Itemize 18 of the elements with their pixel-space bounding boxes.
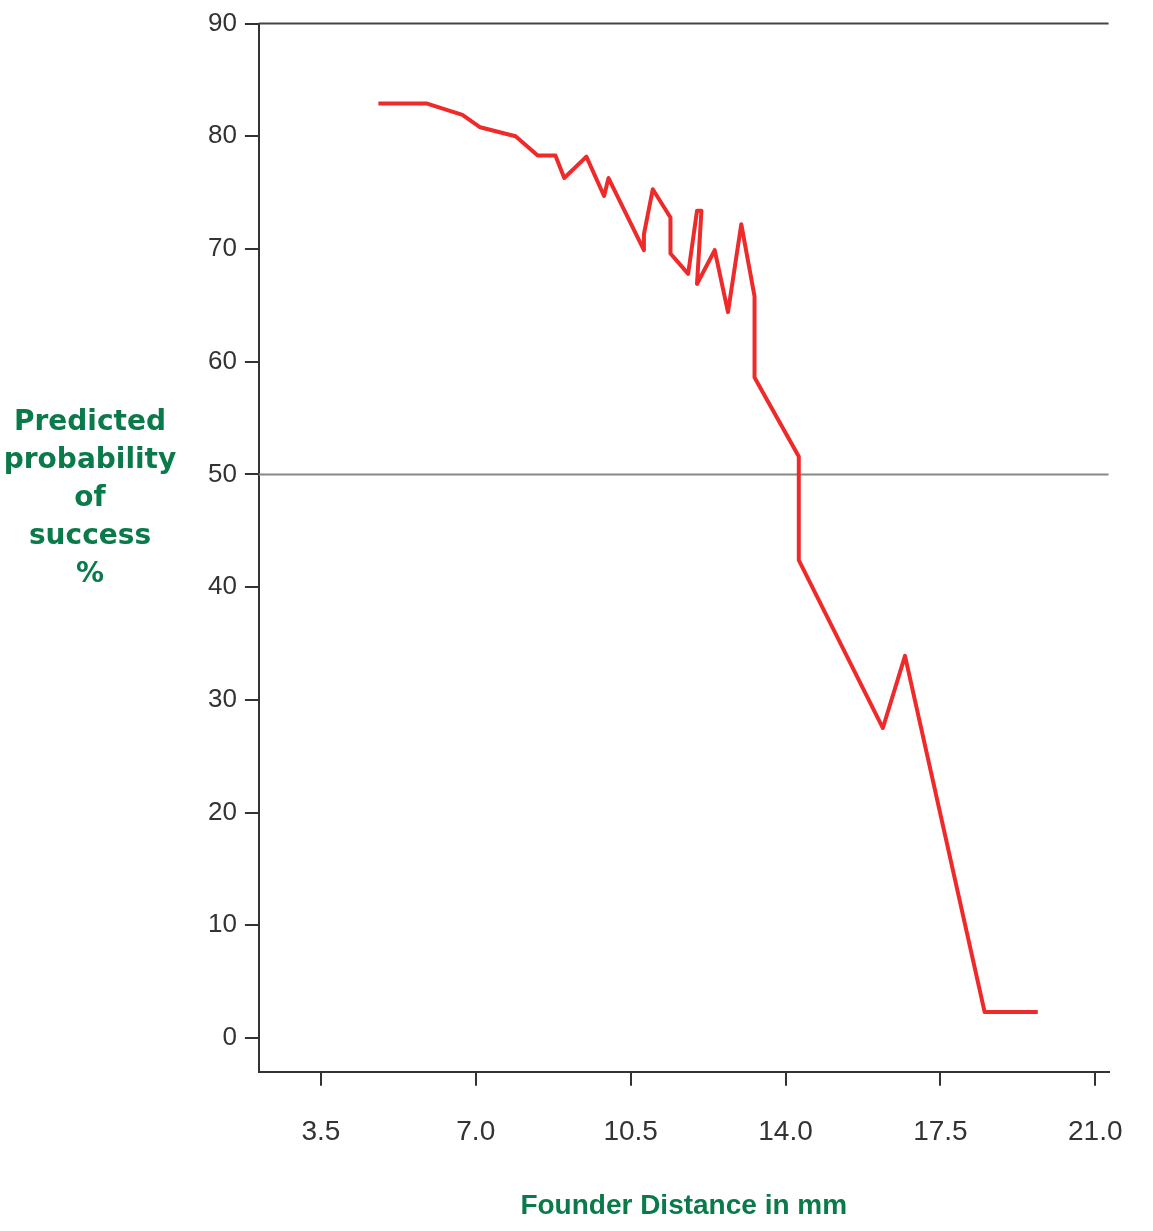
y-tick-label: 40 bbox=[208, 570, 237, 601]
x-axis-title: Founder Distance in mm bbox=[520, 1188, 848, 1220]
y-tick-label: 30 bbox=[208, 683, 237, 714]
y-tick-label: 10 bbox=[208, 908, 237, 939]
x-tick-label: 7.0 bbox=[456, 1115, 496, 1147]
x-tick-label: 21.0 bbox=[1068, 1115, 1123, 1147]
y-tick-label: 60 bbox=[208, 344, 237, 375]
y-tick-label: 0 bbox=[222, 1021, 237, 1052]
y-tick-label: 90 bbox=[208, 6, 237, 37]
x-tick-label: 3.5 bbox=[301, 1115, 341, 1147]
x-tick-label: 10.5 bbox=[603, 1115, 658, 1147]
x-tick-label: 14.0 bbox=[758, 1115, 813, 1147]
y-tick-label: 50 bbox=[208, 457, 237, 488]
y-tick-label: 20 bbox=[208, 795, 237, 826]
y-tick-label: 80 bbox=[208, 119, 237, 150]
x-tick-label: 17.5 bbox=[913, 1115, 968, 1147]
y-tick-label: 70 bbox=[208, 232, 237, 263]
y-axis-title: Predicted probability of success % bbox=[2, 403, 178, 591]
